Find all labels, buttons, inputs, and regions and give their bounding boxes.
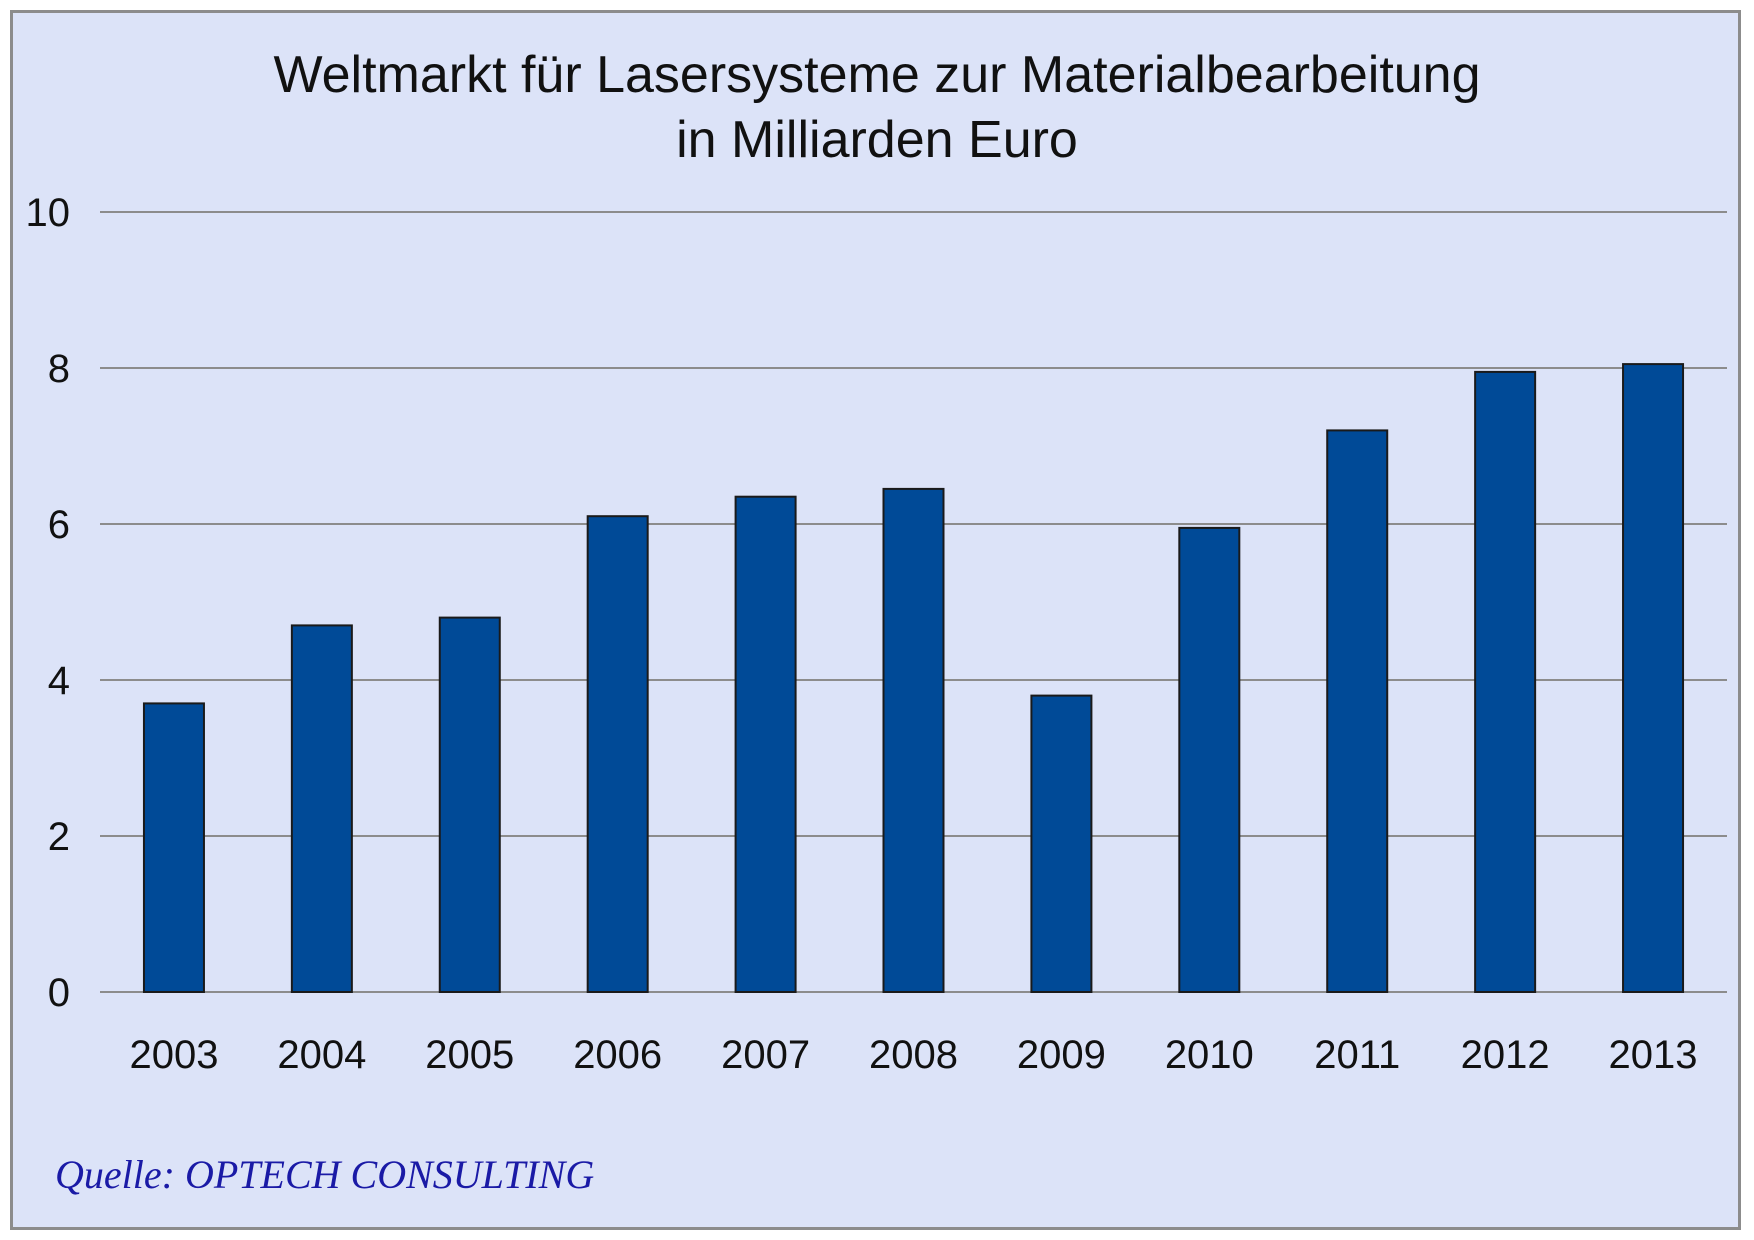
- bar-2012: [1474, 370, 1537, 993]
- x-axis-ticks: 2003 2004 2005 2006 2007 2008 2009 2010 2011 2012…: [129, 1033, 1697, 1077]
- x-tick-label: 2007: [721, 1033, 810, 1077]
- bar-2005: [438, 616, 501, 993]
- x-tick-label: 2005: [425, 1033, 514, 1077]
- x-tick-label: 2008: [869, 1033, 958, 1077]
- y-tick-label: 6: [48, 503, 70, 547]
- x-tick-label: 2004: [277, 1033, 366, 1077]
- y-tick-label: 2: [48, 815, 70, 859]
- y-tick-label: 8: [48, 347, 70, 391]
- y-axis-ticks: 0 2 4 6 8 10: [26, 191, 71, 1015]
- y-tick-label: 10: [26, 191, 71, 235]
- x-tick-label: 2003: [129, 1033, 218, 1077]
- bar-2010: [1178, 526, 1241, 994]
- bar-2011: [1326, 429, 1389, 993]
- bar-2013: [1622, 363, 1685, 994]
- y-tick-label: 0: [48, 971, 70, 1015]
- bar-2004: [290, 624, 353, 994]
- bar-2006: [586, 515, 649, 993]
- x-tick-label: 2012: [1461, 1033, 1550, 1077]
- bar-2009: [1030, 694, 1093, 993]
- x-tick-label: 2013: [1609, 1033, 1698, 1077]
- bars: [142, 363, 1685, 994]
- x-tick-label: 2010: [1165, 1033, 1254, 1077]
- bar-2003: [142, 702, 205, 994]
- gridlines: [100, 211, 1727, 993]
- x-tick-label: 2011: [1314, 1033, 1400, 1077]
- x-tick-label: 2006: [573, 1033, 662, 1077]
- bar-2007: [734, 495, 797, 993]
- chart-title: Weltmarkt für Lasersysteme zur Materialb…: [273, 46, 1480, 104]
- source-note: Quelle: OPTECH CONSULTING: [55, 1152, 594, 1197]
- x-tick-label: 2009: [1017, 1033, 1106, 1077]
- y-tick-label: 4: [48, 659, 70, 703]
- chart-frame: [10, 10, 1741, 1230]
- bar-2008: [882, 487, 945, 993]
- chart-subtitle: in Milliarden Euro: [676, 111, 1078, 169]
